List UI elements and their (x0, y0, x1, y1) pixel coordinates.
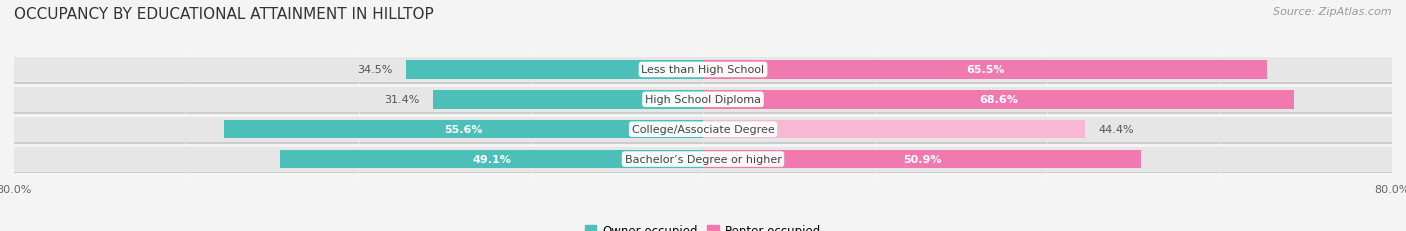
Bar (703, 120, 1085, 139)
Text: 55.6%: 55.6% (444, 125, 482, 135)
Text: OCCUPANCY BY EDUCATIONAL ATTAINMENT IN HILLTOP: OCCUPANCY BY EDUCATIONAL ATTAINMENT IN H… (14, 7, 434, 22)
Bar (14, 147, 1392, 172)
Bar (14, 58, 1392, 84)
Text: 65.5%: 65.5% (966, 65, 1004, 75)
Bar (280, 150, 703, 169)
Text: 49.1%: 49.1% (472, 154, 510, 164)
Bar (703, 91, 1294, 109)
Text: College/Associate Degree: College/Associate Degree (631, 125, 775, 135)
Bar (14, 117, 1392, 142)
Bar (406, 61, 703, 79)
Text: 50.9%: 50.9% (903, 154, 942, 164)
Legend: Owner-occupied, Renter-occupied: Owner-occupied, Renter-occupied (579, 219, 827, 231)
Text: High School Diploma: High School Diploma (645, 95, 761, 105)
Bar (433, 91, 703, 109)
Bar (14, 147, 1392, 174)
Bar (14, 118, 1392, 144)
Text: Less than High School: Less than High School (641, 65, 765, 75)
Text: Source: ZipAtlas.com: Source: ZipAtlas.com (1274, 7, 1392, 17)
Bar (224, 120, 703, 139)
Text: 68.6%: 68.6% (979, 95, 1018, 105)
Bar (14, 87, 1392, 112)
Bar (703, 61, 1267, 79)
Bar (703, 150, 1142, 169)
Text: 44.4%: 44.4% (1098, 125, 1133, 135)
Text: 31.4%: 31.4% (384, 95, 419, 105)
Text: 34.5%: 34.5% (357, 65, 392, 75)
Bar (14, 58, 1392, 83)
Bar (14, 88, 1392, 114)
Text: Bachelor’s Degree or higher: Bachelor’s Degree or higher (624, 154, 782, 164)
